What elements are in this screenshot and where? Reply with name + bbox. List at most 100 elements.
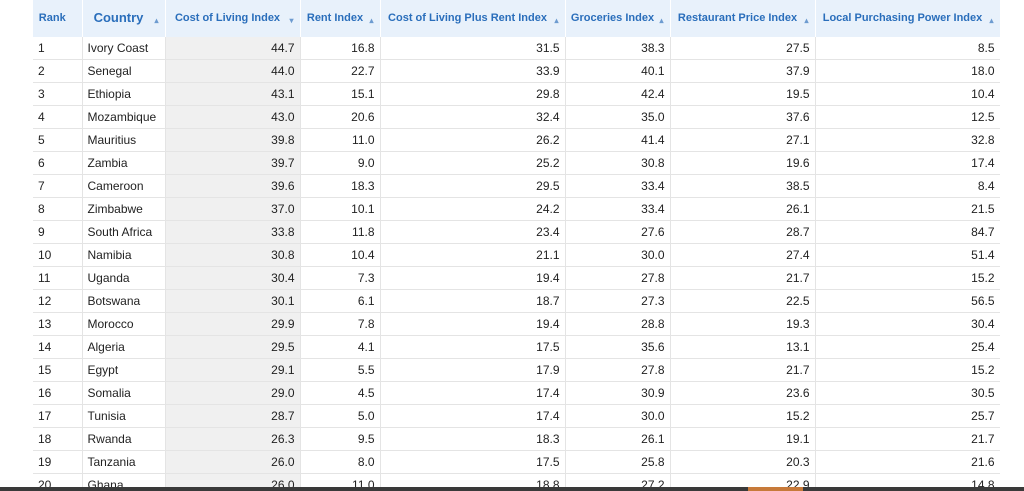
table-cell: Tunisia (82, 404, 166, 428)
table-cell: 28.7 (165, 404, 301, 428)
column-header[interactable]: Rank (33, 0, 83, 37)
table-cell: 17.5 (380, 335, 566, 359)
table-cell: 32.4 (380, 105, 566, 129)
table-cell: 30.0 (565, 404, 671, 428)
table-cell: 26.0 (165, 473, 301, 487)
table-cell: 18.0 (815, 59, 1000, 83)
table-cell: 18.8 (380, 473, 566, 487)
table-cell: 30.8 (165, 243, 301, 267)
sort-icon[interactable]: ▴ (989, 16, 994, 25)
table-cell: 41.4 (565, 128, 671, 152)
table-row: 20 Ghana 26.0 11.0 18.8 27.2 22.9 14.8 (33, 473, 1000, 487)
table-cell: 9.5 (300, 427, 381, 451)
table-cell: 10.4 (300, 243, 381, 267)
table-cell: 21.1 (380, 243, 566, 267)
table-cell: 38.5 (670, 174, 816, 198)
sort-icon[interactable]: ▴ (659, 16, 664, 25)
header-text: Rent Index (306, 12, 364, 24)
sort-icon[interactable]: ▴ (154, 16, 159, 25)
column-header[interactable]: Cost of Living Plus Rent Index ▴ (380, 0, 566, 37)
table-cell: 37.0 (165, 197, 301, 221)
table-cell: Ghana (82, 473, 166, 487)
table-row: 5 Mauritius 39.8 11.0 26.2 41.4 27.1 32.8 (33, 128, 1000, 152)
table-cell: 33.4 (565, 197, 671, 221)
table-cell: Rwanda (82, 427, 166, 451)
column-header[interactable]: Groceries Index ▴ (565, 0, 671, 37)
table-cell: 4 (33, 105, 83, 129)
table-cell: 30.0 (565, 243, 671, 267)
header-text: Cost of Living Index (174, 12, 281, 24)
column-header[interactable]: Country ▴ (82, 0, 166, 37)
table-cell: 84.7 (815, 220, 1000, 244)
table-cell: 21.7 (815, 427, 1000, 451)
header-text: Local Purchasing Power Index (822, 12, 983, 24)
table-cell: 7.8 (300, 312, 381, 336)
table-cell: 15.2 (815, 358, 1000, 382)
table-cell: 27.8 (565, 266, 671, 290)
column-header[interactable]: Cost of Living Index ▾ (165, 0, 301, 37)
table-cell: 27.3 (565, 289, 671, 313)
sort-icon[interactable]: ▴ (369, 16, 374, 25)
table-cell: 8.4 (815, 174, 1000, 198)
sort-icon[interactable]: ▴ (554, 16, 559, 25)
table-body: 1 Ivory Coast 44.7 16.8 31.5 38.3 27.5 8.5 2 Sene… (33, 37, 1000, 487)
table-cell: 20.6 (300, 105, 381, 129)
table-cell: 33.4 (565, 174, 671, 198)
table-row: 12 Botswana 30.1 6.1 18.7 27.3 22.5 56.5 (33, 289, 1000, 313)
scroll-thumb (748, 487, 803, 491)
table-cell: 13.1 (670, 335, 816, 359)
table-cell: 19.5 (670, 82, 816, 106)
column-header[interactable]: Local Purchasing Power Index ▴ (815, 0, 1000, 37)
table-cell: 17 (33, 404, 83, 428)
sort-icon[interactable]: ▴ (804, 16, 809, 25)
sort-icon[interactable]: ▾ (289, 16, 294, 25)
table-row: 4 Mozambique 43.0 20.6 32.4 35.0 37.6 12.5 (33, 105, 1000, 129)
table-cell: 2 (33, 59, 83, 83)
column-header[interactable]: Rent Index ▴ (300, 0, 381, 37)
table-cell: 7.3 (300, 266, 381, 290)
table-cell: 4.1 (300, 335, 381, 359)
table-cell: 13 (33, 312, 83, 336)
table-cell: Zambia (82, 151, 166, 175)
table-cell: Ethiopia (82, 82, 166, 106)
table-cell: Egypt (82, 358, 166, 382)
table-cell: 27.2 (565, 473, 671, 487)
table-cell: 12.5 (815, 105, 1000, 129)
table-cell: 19.1 (670, 427, 816, 451)
table-cell: 30.8 (565, 151, 671, 175)
column-header[interactable]: Restaurant Price Index ▴ (670, 0, 816, 37)
table-cell: 29.1 (165, 358, 301, 382)
table-cell: 30.9 (565, 381, 671, 405)
table-cell: 29.9 (165, 312, 301, 336)
table-cell: 33.9 (380, 59, 566, 83)
table-cell: 21.7 (670, 358, 816, 382)
table-cell: Mauritius (82, 128, 166, 152)
table-cell: 26.1 (670, 197, 816, 221)
table-cell: South Africa (82, 220, 166, 244)
header-text: Groceries Index (570, 12, 655, 24)
table-cell: Somalia (82, 381, 166, 405)
table-cell: Botswana (82, 289, 166, 313)
table-cell: 30.4 (165, 266, 301, 290)
table-cell: 30.4 (815, 312, 1000, 336)
table-row: 18 Rwanda 26.3 9.5 18.3 26.1 19.1 21.7 (33, 427, 1000, 451)
table-cell: 35.6 (565, 335, 671, 359)
table-cell: 56.5 (815, 289, 1000, 313)
header-text: Country (93, 10, 144, 25)
table-cell: 3 (33, 82, 83, 106)
table-cell: 44.0 (165, 59, 301, 83)
header-text: Rank (38, 12, 66, 24)
table-cell: 26.3 (165, 427, 301, 451)
table-row: 14 Algeria 29.5 4.1 17.5 35.6 13.1 25.4 (33, 335, 1000, 359)
table-cell: 18.3 (300, 174, 381, 198)
table-cell: 43.0 (165, 105, 301, 129)
table-cell: 25.7 (815, 404, 1000, 428)
table-cell: 15.2 (815, 266, 1000, 290)
table-cell: 28.8 (565, 312, 671, 336)
table-cell: 10.1 (300, 197, 381, 221)
table-cell: 21.7 (670, 266, 816, 290)
table-cell: 18 (33, 427, 83, 451)
table-cell: 25.2 (380, 151, 566, 175)
table-cell: 23.6 (670, 381, 816, 405)
